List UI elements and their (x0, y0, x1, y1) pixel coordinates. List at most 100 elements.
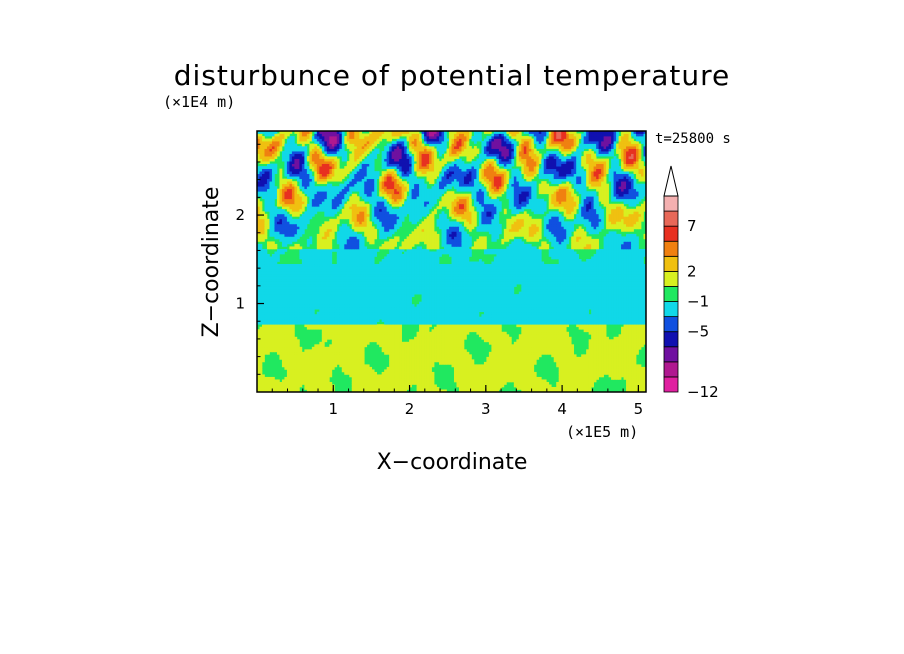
heatmap-cell (566, 386, 570, 390)
heatmap-cell (618, 369, 622, 373)
heatmap-cell (276, 344, 280, 348)
heatmap-cell (518, 366, 522, 370)
heatmap-cell (496, 304, 500, 308)
heatmap-cell (389, 299, 392, 302)
heatmap-cell (259, 361, 263, 365)
heatmap-cell (351, 304, 355, 308)
heatmap-cell (598, 351, 602, 355)
heatmap-cell (501, 364, 505, 368)
heatmap-cell (449, 316, 452, 320)
heatmap-cell (401, 369, 405, 373)
heatmap-cell (603, 371, 607, 375)
heatmap-cell (421, 314, 425, 318)
heatmap-cell (391, 304, 395, 308)
heatmap-cell (536, 336, 540, 340)
heatmap-cell (473, 376, 477, 380)
heatmap-cell (538, 384, 542, 388)
heatmap-cell (463, 304, 467, 308)
heatmap-cell (463, 379, 467, 383)
heatmap-cell (573, 309, 577, 313)
heatmap-cell (346, 326, 350, 330)
heatmap-cell (361, 316, 365, 320)
heatmap-cell (396, 379, 400, 383)
heatmap-cell (324, 359, 328, 363)
heatmap-cell (643, 296, 646, 300)
heatmap-cell (424, 344, 427, 348)
heatmap-cell (561, 359, 565, 363)
heatmap-cell (573, 361, 577, 365)
heatmap-cell (321, 379, 325, 383)
heatmap-cell (516, 356, 520, 360)
heatmap-cell (536, 346, 540, 350)
heatmap-cell (633, 364, 637, 368)
heatmap-cell (406, 376, 410, 380)
heatmap-cell (436, 316, 440, 320)
heatmap-cell (578, 309, 582, 313)
heatmap-cell (374, 389, 378, 392)
heatmap-cell (384, 386, 388, 390)
heatmap-cell (483, 296, 487, 300)
heatmap-cell (336, 361, 340, 365)
heatmap-cell (279, 336, 283, 340)
heatmap-cell (279, 311, 283, 315)
heatmap-cell (406, 311, 410, 315)
heatmap-cell (257, 306, 260, 310)
heatmap-cell (523, 309, 527, 313)
heatmap-cell (531, 376, 535, 380)
heatmap-cell (404, 299, 407, 302)
heatmap-cell (486, 374, 490, 378)
heatmap-cell (586, 366, 589, 370)
heatmap-cell (389, 296, 392, 300)
heatmap-cell (523, 386, 527, 390)
heatmap-cell (434, 341, 437, 345)
heatmap-cell (324, 314, 328, 318)
heatmap-cell (556, 389, 560, 392)
heatmap-cell (386, 376, 390, 380)
heatmap-cell (286, 349, 290, 353)
heatmap-cell (603, 301, 607, 305)
heatmap-cell (596, 346, 599, 350)
heatmap-cell (628, 311, 632, 315)
heatmap-cell (626, 319, 629, 323)
heatmap-cell (566, 371, 570, 375)
heatmap-cell (491, 374, 495, 378)
heatmap-cell (473, 326, 477, 330)
heatmap-cell (531, 366, 535, 370)
heatmap-cell (429, 381, 432, 385)
heatmap-cell (324, 374, 328, 378)
heatmap-cell (344, 316, 348, 320)
heatmap-cell (486, 359, 490, 363)
heatmap-cell (473, 321, 477, 325)
heatmap-cell (346, 354, 350, 358)
heatmap-cell (533, 336, 537, 340)
heatmap-cell (426, 346, 430, 350)
heatmap-cell (541, 324, 545, 328)
heatmap-cell (261, 374, 265, 378)
heatmap-cell (471, 309, 475, 313)
heatmap-cell (633, 329, 637, 333)
heatmap-cell (366, 371, 370, 375)
heatmap-cell (571, 311, 575, 315)
heatmap-cell (389, 316, 392, 320)
heatmap-cell (409, 374, 412, 378)
heatmap-cell (551, 304, 555, 308)
heatmap-cell (294, 301, 298, 305)
heatmap-cell (376, 299, 380, 302)
heatmap-cell (453, 376, 457, 380)
heatmap-cell (473, 311, 477, 315)
heatmap-cell (257, 304, 260, 308)
heatmap-cell (523, 319, 527, 323)
heatmap-cell (546, 321, 550, 325)
heatmap-cell (496, 349, 500, 353)
heatmap-cell (473, 309, 477, 313)
heatmap-cell (563, 321, 567, 325)
heatmap-cell (336, 349, 340, 353)
heatmap-cell (511, 299, 515, 302)
heatmap-cell (633, 331, 637, 335)
heatmap-cell (581, 376, 585, 380)
heatmap-cell (426, 371, 430, 375)
heatmap-cell (611, 339, 614, 343)
heatmap-cell (513, 341, 517, 345)
heatmap-cell (591, 361, 594, 365)
heatmap-cell (586, 374, 589, 378)
